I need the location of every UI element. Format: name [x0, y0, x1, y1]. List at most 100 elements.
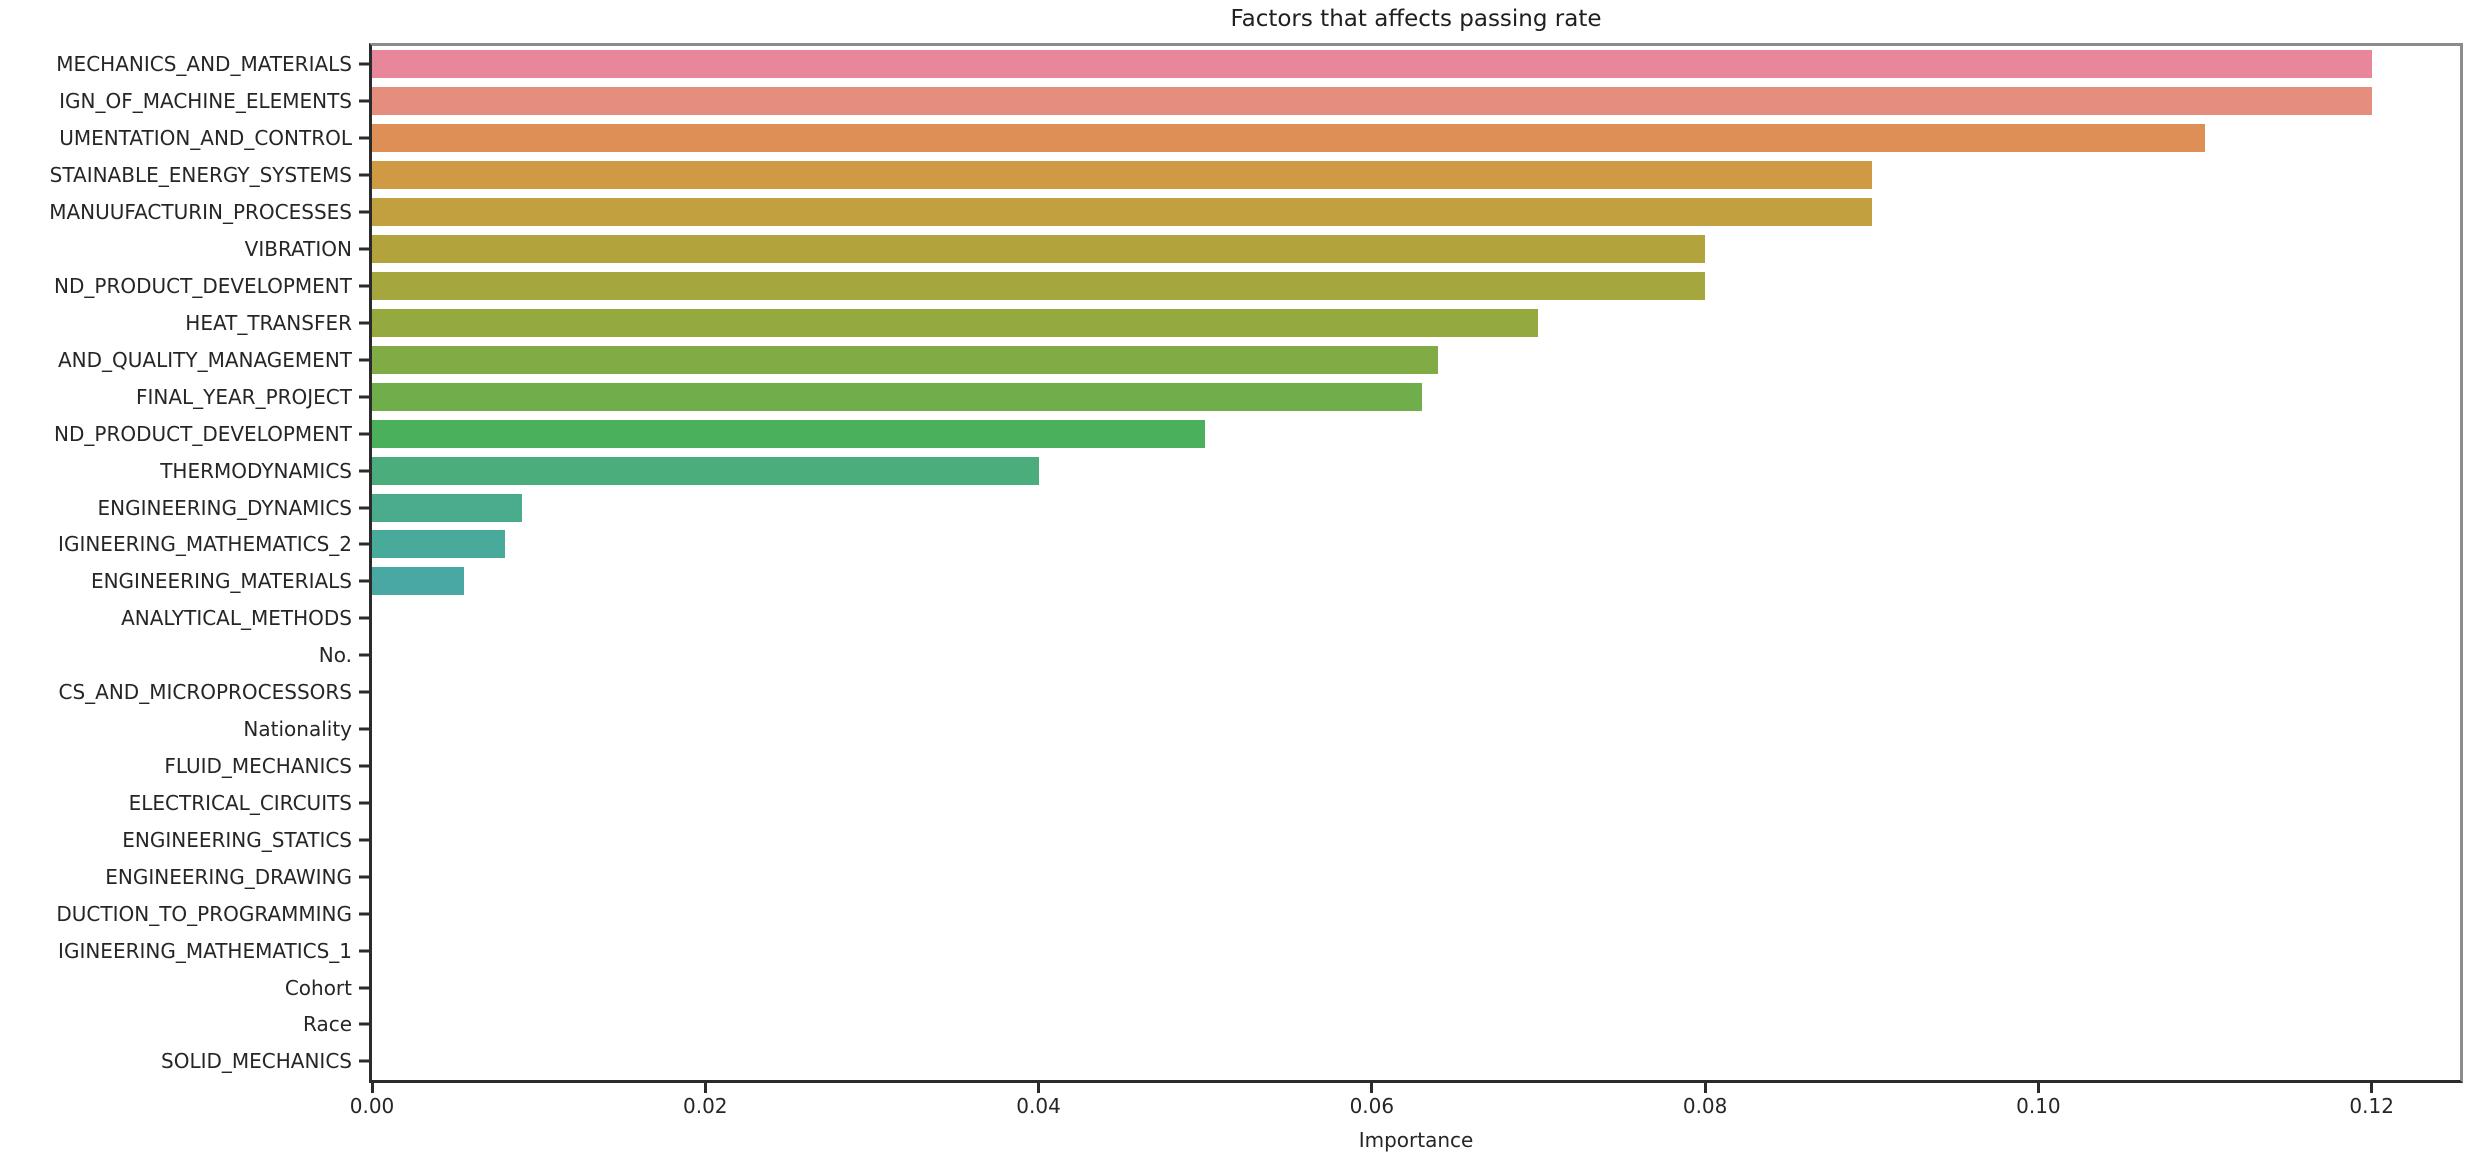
y-tick-label: AND_QUALITY_MANAGEMENT — [57, 347, 352, 372]
y-tick-label: MECHANICS_AND_MATERIALS — [56, 52, 352, 77]
bar-row: Cohort — [285, 969, 2460, 1006]
x-tick-mark — [703, 1083, 707, 1093]
bar-row: ENGINEERING_STATICS — [122, 821, 2460, 858]
bar — [372, 382, 1422, 411]
bar-row: No. — [319, 637, 2460, 674]
y-tick-label: ENGINEERING_STATICS — [122, 827, 352, 852]
bar-row: MECHANICS_AND_MATERIALS — [56, 46, 2460, 83]
bar — [372, 493, 522, 522]
y-tick-mark — [359, 210, 369, 214]
bar — [372, 308, 1539, 337]
x-tick-mark — [1703, 1083, 1707, 1093]
bar — [372, 530, 506, 559]
y-tick-mark — [359, 912, 369, 916]
y-tick-mark — [359, 949, 369, 953]
x-tick-label: 0.04 — [1016, 1094, 1061, 1118]
y-tick-label: THERMODYNAMICS — [160, 458, 352, 483]
y-tick-label: ANALYTICAL_METHODS — [121, 606, 352, 631]
bar-row: CS_AND_MICROPROCESSORS — [59, 674, 2460, 711]
bar-row: ND_PRODUCT_DEVELOPMENT — [54, 268, 2460, 305]
y-tick-label: SOLID_MECHANICS — [161, 1049, 352, 1074]
y-tick-label: No. — [318, 643, 352, 668]
x-tick-mark — [2036, 1083, 2040, 1093]
bar-row: ENGINEERING_MATERIALS — [91, 563, 2460, 600]
bar-row: IGINEERING_MATHEMATICS_1 — [58, 932, 2460, 969]
bar-row: ND_PRODUCT_DEVELOPMENT — [54, 415, 2460, 452]
bar-rows-container: MECHANICS_AND_MATERIALS IGN_OF_MACHINE_EL… — [49, 46, 2460, 1080]
bar — [372, 419, 1206, 448]
y-tick-mark — [359, 1022, 369, 1026]
y-tick-mark — [359, 62, 369, 66]
x-tick-label: 0.12 — [2349, 1094, 2394, 1118]
bar-row: ENGINEERING_DRAWING — [105, 858, 2460, 895]
y-tick-mark — [359, 284, 369, 288]
chart-title: Factors that affects passing rate — [1230, 6, 1602, 32]
bar-row: IGN_OF_MACHINE_ELEMENTS — [59, 83, 2460, 120]
y-tick-label: Cohort — [284, 975, 352, 1000]
y-tick-label: MANUUFACTURIN_PROCESSES — [49, 200, 352, 225]
bar — [372, 161, 1872, 190]
x-tick-label: 0.08 — [1682, 1094, 1728, 1118]
y-tick-mark — [359, 358, 369, 362]
y-tick-mark — [359, 247, 369, 251]
bar-row: ENGINEERING_DYNAMICS — [98, 489, 2460, 526]
y-tick-label: HEAT_TRANSFER — [185, 310, 352, 335]
y-tick-label: CS_AND_MICROPROCESSORS — [58, 680, 353, 705]
y-tick-label: IGINEERING_MATHEMATICS_1 — [58, 938, 352, 963]
y-tick-mark — [359, 542, 369, 546]
bar-row: UMENTATION_AND_CONTROL — [59, 120, 2460, 157]
y-tick-mark — [359, 173, 369, 177]
y-tick-mark — [359, 616, 369, 620]
y-tick-label: ELECTRICAL_CIRCUITS — [128, 790, 352, 815]
bar-row: FLUID_MECHANICS — [164, 748, 2460, 785]
x-tick-label: 0.10 — [2016, 1094, 2061, 1118]
bar — [372, 345, 1439, 374]
y-tick-mark — [359, 395, 369, 399]
y-tick-mark — [359, 579, 369, 583]
y-tick-label: ENGINEERING_DYNAMICS — [97, 495, 352, 520]
y-tick-mark — [359, 506, 369, 510]
bar — [372, 271, 1706, 300]
bar-row: Nationality — [243, 711, 2460, 748]
bar-row: SOLID_MECHANICS — [161, 1043, 2460, 1080]
bar-row: VIBRATION — [245, 231, 2460, 268]
x-tick-label: 0.06 — [1349, 1094, 1395, 1118]
y-tick-mark — [359, 321, 369, 325]
bar-row: Race — [303, 1006, 2460, 1043]
y-tick-mark — [359, 432, 369, 436]
x-tick-mark — [370, 1083, 374, 1093]
bar-row: FINAL_YEAR_PROJECT — [136, 378, 2460, 415]
bar-row: ANALYTICAL_METHODS — [121, 600, 2460, 637]
bar-row: HEAT_TRANSFER — [185, 304, 2460, 341]
bar-row: ELECTRICAL_CIRCUITS — [129, 784, 2460, 821]
bar — [372, 87, 2372, 116]
bar — [372, 198, 1872, 227]
y-tick-mark — [359, 875, 369, 879]
y-tick-label: ND_PRODUCT_DEVELOPMENT — [54, 421, 352, 446]
y-tick-label: Nationality — [243, 717, 352, 742]
bar-row: IGINEERING_MATHEMATICS_2 — [58, 526, 2460, 563]
x-tick-label: 0.02 — [683, 1094, 728, 1118]
y-tick-label: IGN_OF_MACHINE_ELEMENTS — [59, 89, 352, 114]
x-axis-label: Importance — [1358, 1128, 1474, 1152]
bar-row: STAINABLE_ENERGY_SYSTEMS — [50, 157, 2460, 194]
y-tick-mark — [359, 99, 369, 103]
bar — [372, 235, 1706, 264]
y-tick-label: STAINABLE_ENERGY_SYSTEMS — [49, 163, 352, 188]
y-tick-mark — [359, 986, 369, 989]
y-tick-mark — [359, 1059, 369, 1063]
bar — [372, 124, 2206, 153]
bar-row: THERMODYNAMICS — [160, 452, 2460, 489]
plot-area: MECHANICS_AND_MATERIALS IGN_OF_MACHINE_EL… — [49, 43, 2463, 1083]
bar-row: MANUUFACTURIN_PROCESSES — [49, 194, 2460, 231]
y-tick-mark — [359, 136, 369, 140]
bar — [372, 456, 1039, 485]
y-tick-label: IGINEERING_MATHEMATICS_2 — [58, 532, 352, 557]
y-tick-label: ND_PRODUCT_DEVELOPMENT — [54, 273, 352, 298]
y-tick-mark — [359, 727, 369, 731]
bar — [372, 567, 464, 596]
y-tick-mark — [359, 469, 369, 473]
y-tick-label: ENGINEERING_MATERIALS — [90, 569, 352, 594]
y-tick-label: DUCTION_TO_PROGRAMMING — [56, 901, 352, 926]
